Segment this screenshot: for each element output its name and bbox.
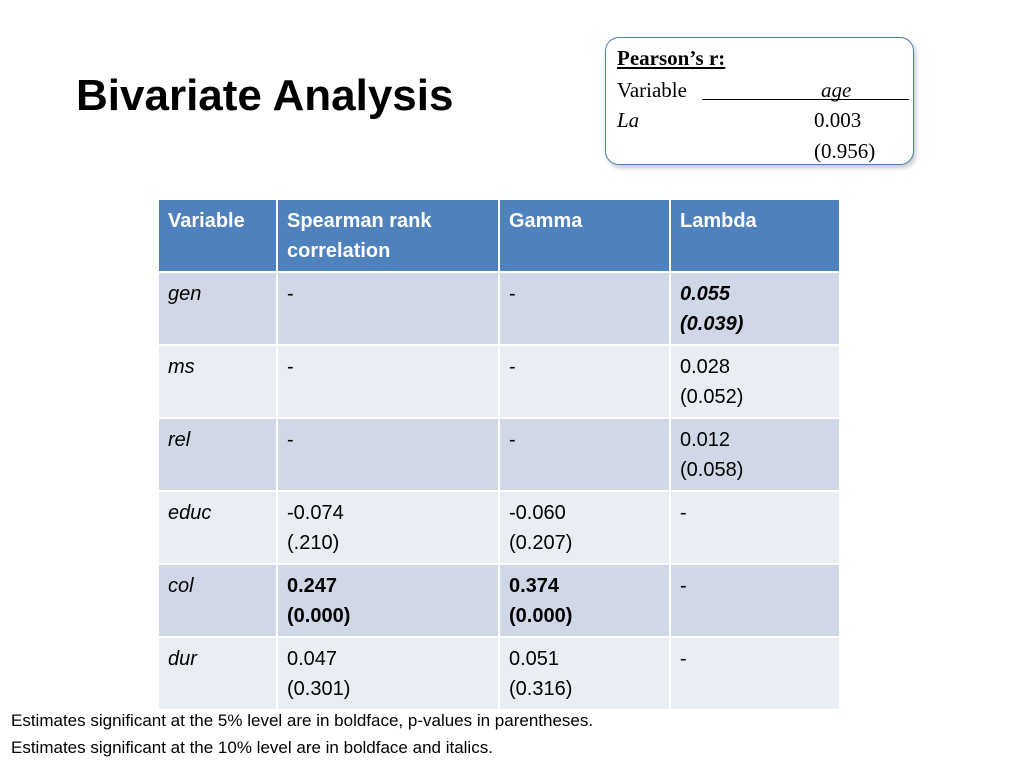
- cell-variable: educ: [157, 490, 278, 565]
- cell-value: 0.374: [509, 575, 560, 597]
- cell-value: -: [680, 502, 687, 524]
- pearson-header-rule: [702, 99, 909, 100]
- bivariate-results-table: Variable Spearman rank correlation Gamma…: [157, 198, 841, 711]
- cell-value: -: [509, 283, 516, 305]
- cell-value: -: [509, 356, 516, 378]
- table-row: col 0.247 (0.000) 0.374 (0.000) -: [157, 563, 841, 638]
- cell-gamma: -: [498, 417, 671, 492]
- pearson-correlation-box: Pearson’s r: Variable age La 0.003 (0.95…: [605, 37, 914, 165]
- table-row: ms - - 0.028 (0.052): [157, 344, 841, 419]
- cell-gamma: -: [498, 271, 671, 346]
- cell-lambda: -: [669, 636, 841, 711]
- cell-p-value: (0.000): [509, 605, 573, 627]
- cell-spearman: -: [276, 271, 500, 346]
- cell-lambda: -: [669, 563, 841, 638]
- cell-gamma: 0.051 (0.316): [498, 636, 671, 711]
- table-header-row: Variable Spearman rank correlation Gamma…: [157, 198, 841, 273]
- cell-variable: col: [157, 563, 278, 638]
- pearson-box-header-row: Variable age: [617, 76, 913, 104]
- cell-variable: gen: [157, 271, 278, 346]
- footnote-10-percent: Estimates significant at the 10% level a…: [11, 738, 493, 757]
- cell-gamma: 0.374 (0.000): [498, 563, 671, 638]
- cell-p-value: (0.058): [680, 459, 744, 481]
- cell-lambda: -: [669, 490, 841, 565]
- pearson-p-value: (0.956): [814, 139, 876, 163]
- cell-value: -: [680, 575, 687, 597]
- table-row: gen - - 0.055 (0.039): [157, 271, 841, 346]
- pearson-value: 0.003: [814, 108, 862, 132]
- cell-spearman: -: [276, 417, 500, 492]
- pearson-p-row: (0.956): [617, 137, 913, 165]
- cell-gamma: -: [498, 344, 671, 419]
- cell-p-value: (0.207): [509, 532, 573, 554]
- cell-value: -: [287, 283, 294, 305]
- cell-p-value: (0.000): [287, 605, 351, 627]
- footnote-5-percent: Estimates significant at the 5% level ar…: [11, 711, 594, 730]
- cell-spearman: 0.247 (0.000): [276, 563, 500, 638]
- cell-value: 0.247: [287, 575, 338, 597]
- header-variable: Variable: [157, 198, 278, 273]
- cell-variable: rel: [157, 417, 278, 492]
- cell-value: -: [287, 429, 294, 451]
- cell-spearman: -: [276, 344, 500, 419]
- cell-value: -0.074: [287, 502, 344, 524]
- cell-value: -0.060: [509, 502, 566, 524]
- cell-spearman: -0.074 (.210): [276, 490, 500, 565]
- header-spearman: Spearman rank correlation: [276, 198, 500, 273]
- footnotes: Estimates significant at the 5% level ar…: [11, 707, 593, 761]
- cell-value: 0.051: [509, 648, 560, 670]
- cell-spearman: 0.047 (0.301): [276, 636, 500, 711]
- cell-value: 0.055: [680, 283, 731, 305]
- cell-lambda: 0.028 (0.052): [669, 344, 841, 419]
- cell-value: -: [287, 356, 294, 378]
- pearson-variable-header: Variable: [617, 78, 687, 102]
- pearson-box-title: Pearson’s r:: [617, 46, 726, 70]
- pearson-row-label: La: [617, 108, 640, 132]
- cell-lambda: 0.055 (0.039): [669, 271, 841, 346]
- cell-lambda: 0.012 (0.058): [669, 417, 841, 492]
- pearson-age-header: age: [821, 78, 852, 102]
- cell-variable: ms: [157, 344, 278, 419]
- cell-value: 0.012: [680, 429, 731, 451]
- cell-value: 0.047: [287, 648, 338, 670]
- slide-title: Bivariate Analysis: [76, 71, 454, 120]
- cell-p-value: (0.301): [287, 678, 351, 700]
- cell-value: -: [509, 429, 516, 451]
- cell-value: -: [680, 648, 687, 670]
- cell-p-value: (0.316): [509, 678, 573, 700]
- cell-gamma: -0.060 (0.207): [498, 490, 671, 565]
- cell-value: 0.028: [680, 356, 731, 378]
- table-row: dur 0.047 (0.301) 0.051 (0.316) -: [157, 636, 841, 711]
- table-row: educ -0.074 (.210) -0.060 (0.207) -: [157, 490, 841, 565]
- table-row: rel - - 0.012 (0.058): [157, 417, 841, 492]
- pearson-data-row: La 0.003: [617, 106, 913, 134]
- cell-p-value: (0.039): [680, 313, 744, 335]
- header-gamma: Gamma: [498, 198, 671, 273]
- cell-p-value: (0.052): [680, 386, 744, 408]
- cell-p-value: (.210): [287, 532, 340, 554]
- cell-variable: dur: [157, 636, 278, 711]
- header-lambda: Lambda: [669, 198, 841, 273]
